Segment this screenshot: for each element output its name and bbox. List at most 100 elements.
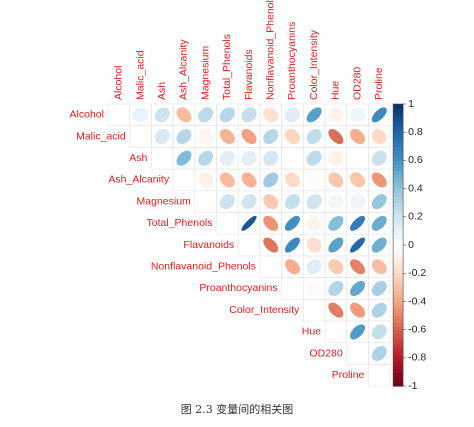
colorbar-segment <box>393 301 404 306</box>
colorbar-segment <box>393 269 404 274</box>
colorbar-segment <box>393 371 404 377</box>
correlation-ellipse <box>241 194 257 210</box>
correlation-ellipse <box>328 150 344 166</box>
colorbar-segment <box>393 368 404 373</box>
colorbar-segment <box>393 280 404 285</box>
colorbar-segment <box>393 125 404 130</box>
correlation-ellipse <box>219 107 235 123</box>
correlation-ellipse <box>371 194 387 210</box>
column-label: Nonflavanoid_Phenols <box>265 0 277 100</box>
cell <box>216 212 239 235</box>
column-label: Proline <box>373 67 385 100</box>
correlation-ellipse <box>350 280 366 296</box>
column-label: Hue <box>330 81 342 100</box>
column-label: Color_Intensity <box>308 29 320 100</box>
correlation-ellipse <box>328 237 344 253</box>
correlation-ellipse <box>219 129 235 145</box>
colorbar-segment <box>393 227 404 232</box>
colorbar-tick-label: -1 <box>408 380 417 392</box>
cell <box>107 103 131 127</box>
correlation-ellipse <box>371 302 387 318</box>
colorbar-segment <box>393 199 404 204</box>
correlation-ellipse <box>241 172 257 188</box>
correlation-ellipse <box>263 215 279 231</box>
row-label: Proanthocyanins <box>199 282 277 294</box>
colorbar-segment <box>393 361 404 366</box>
column-label: Ash <box>156 82 168 100</box>
colorbar-segment <box>393 202 404 207</box>
correlation-ellipse <box>112 108 126 122</box>
colorbar-segment <box>393 287 404 292</box>
correlation-ellipse <box>371 215 387 231</box>
colorbar-segment <box>393 118 404 123</box>
cell <box>172 168 196 192</box>
colorbar-segment <box>393 294 404 299</box>
colorbar-segment <box>393 128 404 133</box>
cell <box>151 147 174 170</box>
cell <box>324 320 348 344</box>
colorbar-segment <box>393 290 404 295</box>
correlation-ellipse <box>371 172 387 188</box>
colorbar-segment <box>393 111 404 116</box>
row-label: OD280 <box>309 347 342 359</box>
correlation-ellipse <box>306 150 322 166</box>
column-label: Ash_Alcanity <box>178 39 190 100</box>
correlation-ellipse <box>154 107 170 123</box>
correlation-ellipse <box>263 107 279 123</box>
colorbar-segment <box>393 319 404 324</box>
colorbar-segment <box>393 139 404 144</box>
colorbar-segment <box>393 114 404 119</box>
colorbar-segment <box>393 382 404 387</box>
correlation-ellipse <box>284 107 300 123</box>
correlation-ellipse <box>329 325 343 339</box>
colorbar-segment <box>393 156 404 161</box>
column-label: Proanthocyanins <box>286 22 298 100</box>
correlation-ellipse <box>263 172 279 188</box>
row-label: Nonflavanoid_Phenols <box>151 261 256 273</box>
caption: 图 2.3 变量间的相关图 <box>181 402 294 416</box>
correlation-ellipse <box>284 129 300 145</box>
correlation-ellipse <box>371 346 387 362</box>
correlation-ellipse <box>264 260 278 274</box>
correlation-ellipse <box>350 324 366 340</box>
cell <box>368 364 391 387</box>
correlation-ellipse <box>306 259 322 275</box>
correlation-ellipse <box>350 107 366 123</box>
correlation-ellipse <box>241 107 257 123</box>
row-label: Ash_Alcanity <box>108 174 169 186</box>
correlation-ellipse <box>198 172 214 188</box>
colorbar-segment <box>393 185 404 190</box>
correlation-ellipse <box>371 150 387 166</box>
colorbar-segment <box>393 255 404 260</box>
correlation-ellipse <box>219 150 235 166</box>
colorbar-segment <box>393 104 404 109</box>
row-label: Ash <box>129 152 147 164</box>
colorbar-segment <box>393 107 404 112</box>
colorbar-tick-label: 0.2 <box>408 211 423 223</box>
column-label: Total_Phenols <box>221 34 233 100</box>
correlation-ellipse <box>328 302 344 318</box>
colorbar-segment <box>393 283 404 288</box>
colorbar-segment <box>393 336 404 341</box>
colorbar-segment <box>393 326 404 331</box>
correlation-ellipse <box>284 259 300 275</box>
colorbar-segment <box>393 160 404 165</box>
correlation-ellipse <box>285 281 299 295</box>
correlation-ellipse <box>371 324 387 340</box>
colorbar-segment <box>393 146 404 151</box>
correlation-ellipse <box>372 368 386 382</box>
correlation-ellipse <box>371 259 387 275</box>
colorbar-tick-label: 1 <box>408 98 414 110</box>
cell <box>194 190 217 213</box>
correlation-ellipse <box>306 172 322 188</box>
row-label: Alcohol <box>70 109 104 121</box>
colorbar-segment <box>393 364 404 369</box>
colorbar-segment <box>393 167 404 172</box>
correlation-ellipse <box>263 237 279 253</box>
correlation-ellipse <box>263 150 279 166</box>
colorbar-segment <box>393 241 404 246</box>
column-label: Flavanoids <box>243 49 255 100</box>
colorbar-segment <box>393 375 404 380</box>
colorbar-segment <box>393 174 404 179</box>
